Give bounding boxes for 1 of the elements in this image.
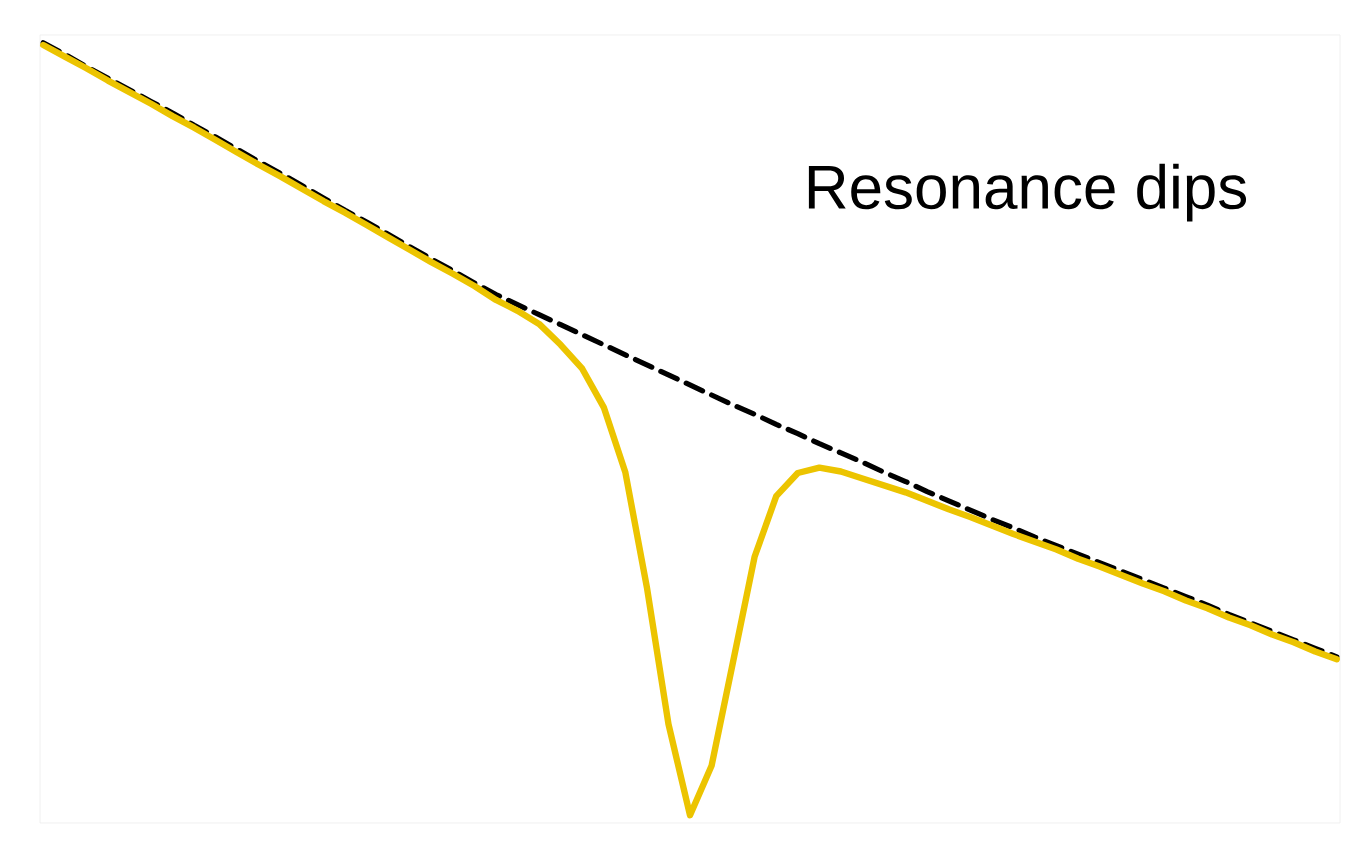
- annotation: Resonance dips: [808, 163, 1247, 222]
